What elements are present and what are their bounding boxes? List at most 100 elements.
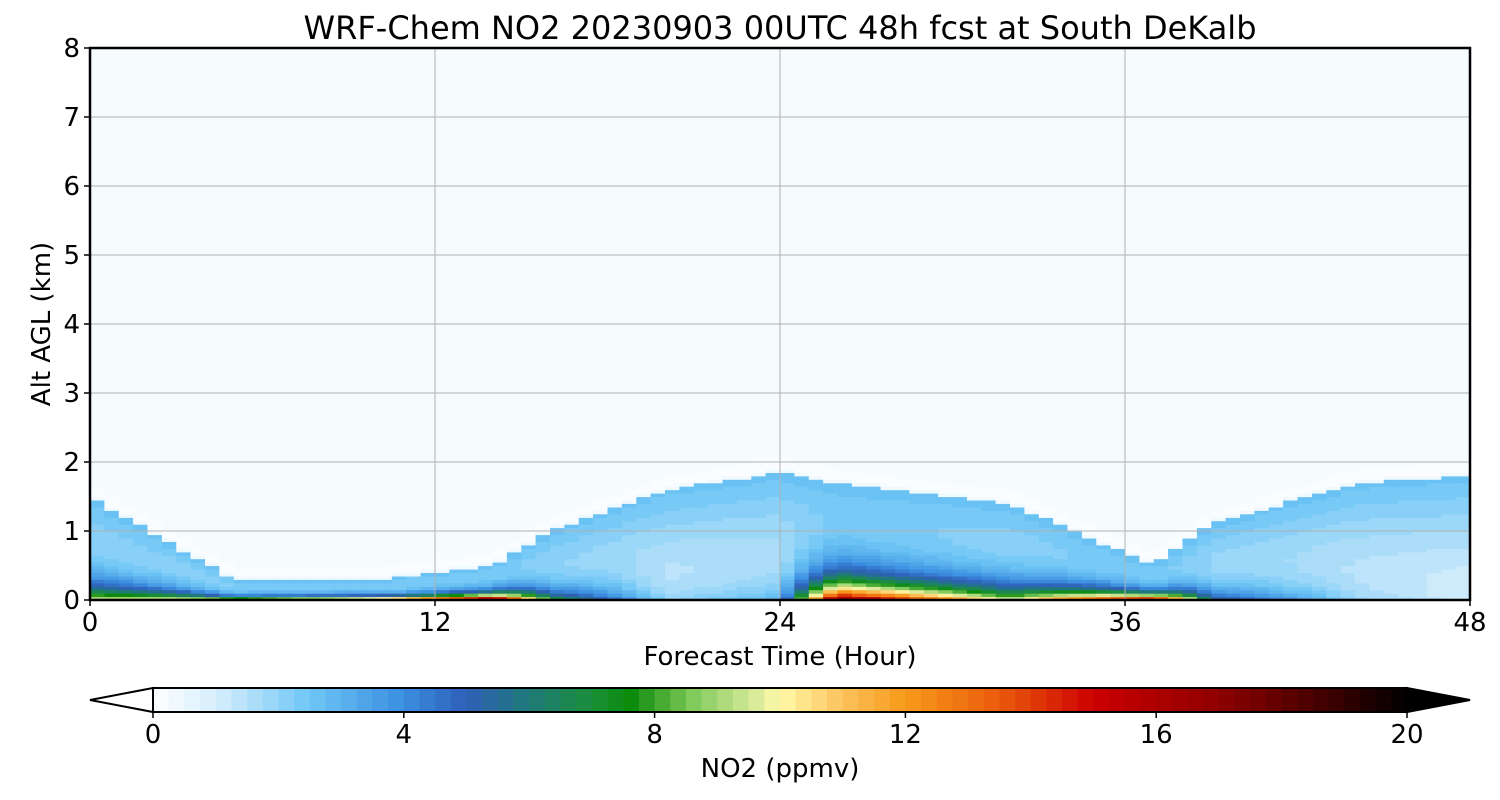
field-cell [808,513,824,518]
field-cell [938,593,954,598]
field-cell [363,589,379,594]
field-cell [1297,544,1313,549]
x-tick-label: 0 [82,608,99,638]
field-cell [1355,510,1370,515]
field-cell [564,534,580,539]
field-cell [463,596,479,600]
field-cell [593,541,609,546]
field-cell [161,572,177,577]
field-cell [1283,589,1299,594]
field-cell [1153,558,1169,563]
field-cell [679,589,695,594]
field-cell [1067,572,1083,577]
field-cell [463,569,479,573]
field-cell [794,493,810,498]
field-cell [837,479,853,484]
field-cell [1455,562,1470,567]
field-cell [535,596,551,600]
field-cell [550,565,565,570]
field-cell [650,541,666,546]
field-cell [751,493,767,498]
field-cell [1441,486,1457,491]
field-cell [1196,548,1212,553]
field-cell [851,589,867,594]
field-cell [765,486,781,491]
field-cell [938,513,954,518]
field-cell [1067,555,1083,560]
field-cell [1412,586,1428,591]
field-cell [693,506,709,511]
field-cell [923,562,939,567]
field-cell [780,520,795,525]
field-cell [866,537,882,542]
field-cell [650,489,666,494]
field-cell [909,537,925,542]
field-cell [1398,531,1414,536]
field-cell [233,572,249,577]
field-cell [1240,541,1255,546]
y-tick-label: 5 [63,241,80,271]
field-cell [1168,551,1184,556]
field-cell [1412,527,1428,532]
field-cell [1369,534,1385,539]
field-cell [564,555,580,560]
field-cell [880,569,896,573]
field-cell [118,575,134,580]
field-cell [1355,558,1370,563]
field-cell [722,544,738,549]
field-cell [679,537,695,542]
field-cell [1067,596,1083,600]
field-cell [851,555,867,560]
field-cell [923,520,939,525]
field-cell [636,517,652,522]
field-cell [1010,572,1025,577]
field-cell [1053,551,1069,556]
field-cell [1297,537,1313,542]
field-cell [1426,510,1442,515]
field-cell [1240,524,1255,529]
field-cell [1038,513,1054,518]
field-cell [851,517,867,522]
field-cell [1455,589,1470,594]
field-cell [665,499,680,504]
field-cell [1369,513,1385,518]
field-cell [708,579,724,584]
field-cell [1067,534,1083,539]
field-cell [1297,596,1313,600]
field-cell [1024,593,1040,598]
field-cell [506,558,522,563]
field-cell [722,493,738,498]
field-cell [90,572,105,577]
field-cell [1196,565,1212,570]
field-cell [1383,586,1399,591]
field-cell [1297,575,1313,580]
field-cell [1426,534,1442,539]
field-cell [564,565,580,570]
field-cell [1125,589,1140,594]
field-cell [1455,496,1470,501]
field-cell [1340,496,1356,501]
field-cell [808,531,824,536]
field-cell [1067,558,1083,563]
field-cell [765,524,781,529]
field-cell [535,524,551,529]
field-cell [1196,544,1212,549]
colorbar-cell [732,688,750,712]
field-cell [133,513,149,518]
field-cell [736,489,752,494]
field-cell [665,527,680,532]
field-cell [1096,589,1112,594]
x-tick-label: 12 [418,608,451,638]
field-cell [765,562,781,567]
field-cell [636,572,652,577]
field-cell [736,482,752,487]
field-cell [866,506,882,511]
field-cell [765,520,781,525]
field-cell [1340,569,1356,573]
field-cell [794,472,810,477]
field-cell [1110,569,1126,573]
field-cell [248,586,264,591]
field-cell [823,517,839,522]
colorbar-tick-label: 4 [396,720,413,750]
